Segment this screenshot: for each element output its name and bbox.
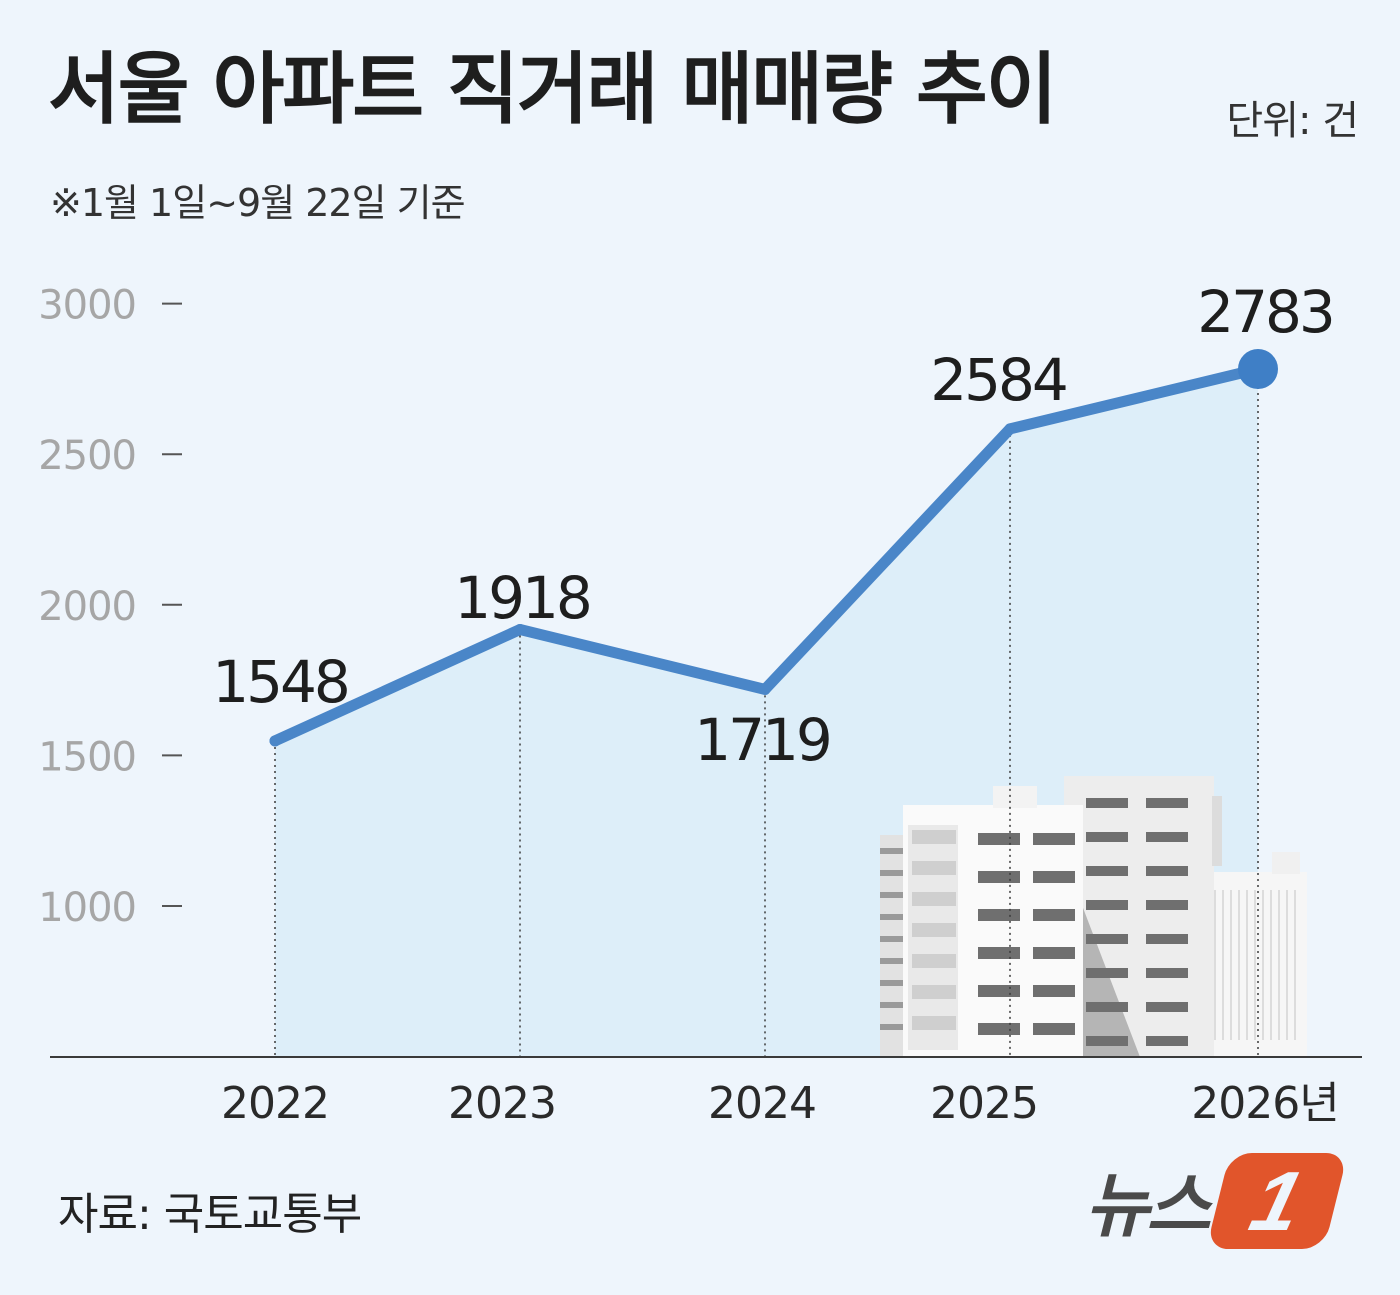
unit-label: 단위: 건 bbox=[1226, 98, 1359, 144]
data-point bbox=[514, 623, 526, 635]
building-right-stripe bbox=[1270, 890, 1272, 1040]
building-window bbox=[1086, 798, 1128, 808]
building-balcony bbox=[880, 958, 906, 964]
building-window bbox=[1146, 832, 1188, 842]
chart-title: 서울 아파트 직거래 매매량 추이 bbox=[48, 45, 1058, 135]
building-window bbox=[978, 1023, 1020, 1035]
building-middle-side bbox=[1212, 796, 1222, 866]
building-window bbox=[1033, 985, 1075, 997]
building-window bbox=[1033, 833, 1075, 845]
building-front-vent bbox=[912, 892, 956, 906]
building-right-stripe bbox=[1246, 890, 1248, 1040]
building-balcony bbox=[880, 936, 906, 942]
building-right-rooftop bbox=[1272, 852, 1300, 874]
building-right-stripe bbox=[1222, 890, 1224, 1040]
building-window bbox=[1086, 832, 1128, 842]
building-balcony bbox=[880, 870, 906, 876]
building-window bbox=[1086, 866, 1128, 876]
value-label: 2584 bbox=[930, 346, 1066, 414]
x-tick-label: 2026년 bbox=[1191, 1078, 1338, 1129]
building-balcony bbox=[880, 892, 906, 898]
x-tick-label: 2025 bbox=[930, 1078, 1038, 1129]
building-window bbox=[978, 833, 1020, 845]
value-labels: 1548 1918 1719 2584 2783 bbox=[212, 278, 1336, 774]
data-point bbox=[759, 683, 771, 695]
building-right-stripe bbox=[1214, 890, 1216, 1040]
building-balcony bbox=[880, 1002, 906, 1008]
building-front-vent bbox=[912, 861, 956, 875]
data-point bbox=[269, 735, 281, 747]
building-balcony bbox=[880, 980, 906, 986]
x-tick-label: 2023 bbox=[448, 1078, 556, 1129]
building-window bbox=[1086, 968, 1128, 978]
value-label: 1918 bbox=[454, 564, 590, 632]
building-right-stripe bbox=[1238, 890, 1240, 1040]
building-window bbox=[1146, 968, 1188, 978]
highlight-marker bbox=[1238, 348, 1278, 389]
data-point bbox=[1004, 423, 1016, 435]
building-window bbox=[1146, 1036, 1188, 1046]
building-window bbox=[1146, 866, 1188, 876]
value-label: 2783 bbox=[1197, 278, 1333, 346]
guide-lines bbox=[274, 368, 1259, 1057]
building-window bbox=[1086, 900, 1128, 910]
building-right-stripe bbox=[1278, 890, 1280, 1040]
y-tick-label: 1500 bbox=[38, 734, 136, 780]
building-window bbox=[1033, 909, 1075, 921]
building-window bbox=[1146, 1002, 1188, 1012]
value-label: 1548 bbox=[212, 648, 348, 716]
logo-text: 뉴스 bbox=[1085, 1165, 1211, 1247]
y-tick-label: 1000 bbox=[38, 885, 136, 931]
building-front-vent bbox=[912, 985, 956, 999]
building-window bbox=[1146, 798, 1188, 808]
building-window bbox=[978, 871, 1020, 883]
y-tick-label: 2000 bbox=[38, 584, 136, 630]
building-balcony bbox=[880, 848, 906, 854]
building-right-stripe bbox=[1262, 890, 1264, 1040]
axes: 1000 1500 2000 2500 3000 2022 2023 2024 2025 2026… bbox=[38, 283, 1362, 1129]
building-front-vent bbox=[912, 830, 956, 844]
building-front-vent bbox=[912, 1016, 956, 1030]
building-front-vent bbox=[912, 954, 956, 968]
building-window bbox=[1086, 1036, 1128, 1046]
building-window bbox=[1146, 900, 1188, 910]
building-window bbox=[1086, 1002, 1128, 1012]
apartment-buildings-illustration bbox=[880, 776, 1307, 1057]
building-front-rooftop bbox=[993, 786, 1037, 808]
y-tick-label: 2500 bbox=[38, 433, 136, 479]
x-tick-label: 2022 bbox=[221, 1078, 329, 1129]
building-right-stripe bbox=[1230, 890, 1232, 1040]
building-right-stripe bbox=[1294, 890, 1296, 1040]
source-note: 자료: 국토교통부 bbox=[58, 1189, 362, 1240]
building-front-vent bbox=[912, 923, 956, 937]
logo-mark-icon: 1 bbox=[1205, 1152, 1348, 1249]
series-line-layer bbox=[269, 348, 1278, 747]
building-window bbox=[978, 947, 1020, 959]
building-front-balconies bbox=[880, 835, 906, 1057]
news1-logo: 뉴스 1 bbox=[1085, 1150, 1348, 1251]
value-label: 1719 bbox=[694, 706, 830, 774]
building-window bbox=[978, 985, 1020, 997]
building-window bbox=[1033, 1023, 1075, 1035]
x-tick-label: 2024 bbox=[708, 1078, 816, 1129]
building-window bbox=[1146, 934, 1188, 944]
building-right-stripe bbox=[1286, 890, 1288, 1040]
building-window bbox=[1033, 947, 1075, 959]
building-window bbox=[1086, 934, 1128, 944]
y-tick-label: 3000 bbox=[38, 283, 136, 329]
building-window bbox=[1033, 871, 1075, 883]
period-note: ※1월 1일~9월 22일 기준 bbox=[50, 181, 466, 225]
building-balcony bbox=[880, 914, 906, 920]
building-balcony bbox=[880, 1024, 906, 1030]
building-right-stripe bbox=[1254, 890, 1256, 1040]
building-window bbox=[978, 909, 1020, 921]
